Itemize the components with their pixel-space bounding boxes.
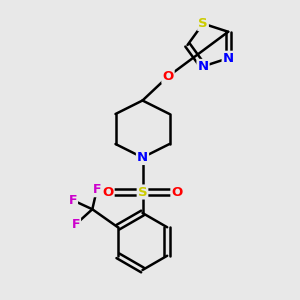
- Text: N: N: [223, 52, 234, 65]
- Text: N: N: [197, 60, 208, 73]
- Text: S: S: [138, 185, 147, 199]
- Text: F: F: [72, 218, 80, 231]
- Text: F: F: [69, 194, 77, 207]
- Text: O: O: [162, 70, 174, 83]
- Text: N: N: [137, 151, 148, 164]
- Text: S: S: [198, 17, 208, 30]
- Text: O: O: [171, 185, 183, 199]
- Text: O: O: [102, 185, 114, 199]
- Text: F: F: [93, 183, 101, 196]
